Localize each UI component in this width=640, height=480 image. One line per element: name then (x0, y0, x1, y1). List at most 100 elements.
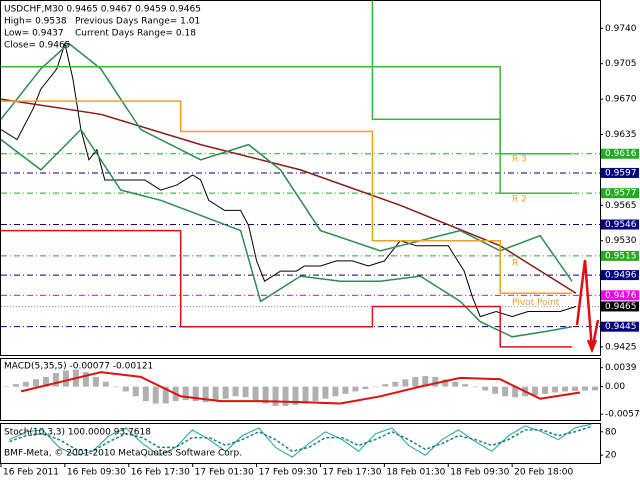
header-high: High= 0.9538 (4, 17, 67, 27)
pivot-label: R (512, 258, 518, 268)
histogram-bar (272, 386, 279, 406)
footer: BMF-Meta, © 2001-2010 MetaQuotes Softwar… (4, 449, 242, 459)
histogram-bar (492, 386, 499, 394)
level-box (601, 250, 639, 261)
histogram-bar (262, 386, 269, 404)
histogram-bar (42, 376, 49, 387)
pivot-label: R 2 (512, 195, 527, 205)
histogram-bar (382, 384, 389, 387)
x-tick-label: 17 Feb 17:30 (322, 468, 381, 478)
stoch-title: Stoch(10,3,3) 100.0000 93.7618 (4, 428, 151, 438)
histogram-bar (242, 386, 249, 398)
series-line (1, 229, 572, 348)
level-box (601, 321, 639, 332)
histogram-bar (92, 376, 99, 387)
histogram-bar (352, 386, 359, 392)
histogram-bar (342, 386, 349, 394)
header-close: Close= 0.9465 (4, 41, 70, 51)
main-frame (0, 0, 601, 356)
level-box (601, 270, 639, 281)
x-tick-label: 16 Feb 2011 (3, 468, 59, 478)
histogram-bar (432, 376, 439, 387)
histogram-bar (312, 386, 319, 402)
series-line (9, 423, 592, 458)
histogram-bar (512, 386, 519, 398)
y-tick-label: 0.9635 (605, 130, 637, 140)
histogram-bar (552, 386, 559, 393)
histogram-bar (162, 386, 169, 404)
histogram-bar (142, 386, 149, 402)
histogram-bar (22, 381, 29, 387)
y-tick-label: 0.9670 (605, 95, 637, 105)
level-label: 0.9496 (605, 271, 637, 281)
pivot-label: R 3 (512, 154, 527, 164)
histogram-bar (332, 386, 339, 397)
histogram-bar (572, 386, 579, 391)
level-box (601, 148, 639, 159)
histogram-bar (402, 379, 409, 387)
histogram-bar (412, 376, 419, 387)
y-tick-label: 0.9740 (605, 24, 637, 34)
histogram-bar (232, 386, 239, 397)
histogram-bar (482, 386, 489, 391)
histogram-bar (582, 386, 589, 391)
series-line (0, 128, 573, 338)
histogram-bar (302, 386, 309, 404)
histogram-bar (252, 386, 259, 401)
level-box (601, 167, 639, 178)
header-curr-range: Current Days Range= 0.18 (75, 29, 196, 39)
header-low: Low= 0.9437 (4, 29, 64, 39)
histogram-bar (532, 386, 539, 396)
histogram-bar (192, 386, 199, 402)
x-tick-label: 16 Feb 17:30 (131, 468, 190, 478)
histogram-bar (152, 386, 159, 404)
x-tick-label: 18 Feb 09:30 (450, 468, 509, 478)
series-line (0, 42, 573, 282)
level-label: 0.9515 (605, 251, 637, 261)
x-tick-label: 18 Feb 01:30 (386, 468, 445, 478)
histogram-bar (122, 386, 129, 392)
x-tick-label: 20 Feb 18:00 (514, 468, 573, 478)
series-line (0, 41, 577, 318)
current-box (601, 301, 639, 312)
y-tick-label: 0.0039 (605, 363, 637, 373)
y-tick-label: -0.00571 (605, 410, 640, 420)
histogram-bar (592, 386, 599, 391)
histogram-bar (442, 379, 449, 387)
histogram-bar (462, 384, 469, 387)
y-tick-label: 80 (605, 427, 617, 437)
series-line (1, 100, 572, 295)
histogram-bar (112, 386, 119, 388)
current-label: 0.9465 (605, 302, 637, 312)
histogram-bar (82, 372, 89, 387)
histogram-bar (472, 386, 479, 388)
stoch-frame (0, 423, 601, 464)
histogram-bar (372, 386, 379, 388)
histogram-bar (542, 386, 549, 394)
histogram-bar (422, 375, 429, 387)
y-tick-label: 0.9425 (605, 342, 637, 352)
level-label: 0.9616 (605, 149, 637, 159)
y-tick-label: 0.00 (605, 382, 625, 392)
histogram-bar (392, 381, 399, 387)
header-symbol: USDCHF,M30 0.9465 0.9467 0.9459 0.9465 (4, 5, 201, 15)
level-box (601, 188, 639, 199)
pivot-label: Pivot Point (512, 298, 560, 308)
macd-frame (0, 358, 601, 421)
level-label: 0.9445 (605, 322, 637, 332)
histogram-bar (202, 386, 209, 403)
x-tick-label: 16 Feb 09:30 (67, 468, 126, 478)
histogram-bar (52, 373, 59, 387)
header-prev-range: Previous Days Range= 1.01 (75, 17, 200, 27)
series-line (9, 425, 592, 453)
macd-title: MACD(5,35,5) -0.00077 -0.00121 (4, 362, 153, 372)
level-label: 0.9577 (605, 189, 637, 199)
histogram-bar (292, 386, 299, 405)
level-label: 0.9597 (605, 168, 637, 178)
y-tick-label: 20 (605, 451, 617, 461)
histogram-bar (182, 386, 189, 401)
arrow-head (586, 339, 598, 354)
level-label: 0.9476 (605, 291, 637, 301)
